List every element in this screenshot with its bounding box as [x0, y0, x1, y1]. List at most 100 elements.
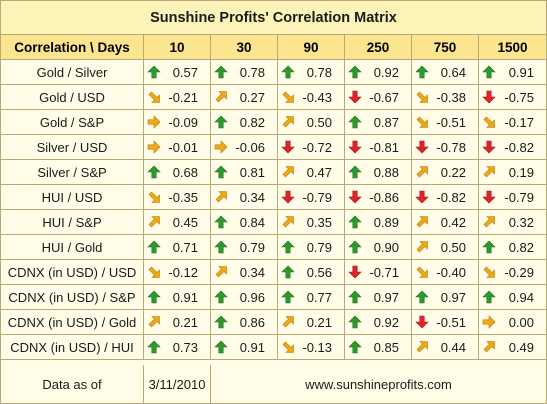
correlation-cell: 0.64: [412, 60, 479, 84]
correlation-value: -0.43: [302, 89, 332, 105]
correlation-cell: 0.94: [479, 285, 546, 309]
arrow-up-icon: [214, 165, 228, 179]
header-period-30: 30: [211, 35, 278, 59]
correlation-cell: 0.73: [144, 335, 211, 359]
arrow-down-icon: [281, 190, 295, 204]
arrow-up-right-icon: [482, 165, 496, 179]
footer-row: Data as of 3/11/2010 www.sunshineprofits…: [1, 365, 546, 403]
correlation-value: 0.34: [239, 189, 265, 205]
arrow-up-right-icon: [482, 215, 496, 229]
correlation-cell: 0.21: [144, 310, 211, 334]
correlation-value: -0.86: [369, 189, 399, 205]
arrow-down-right-icon: [415, 265, 429, 279]
header-label: Correlation \ Days: [1, 35, 144, 59]
correlation-value: 0.32: [508, 214, 534, 230]
correlation-value: 0.21: [172, 314, 198, 330]
correlation-cell: 0.21: [278, 310, 345, 334]
correlation-cell: 0.97: [345, 285, 412, 309]
arrow-down-right-icon: [147, 265, 161, 279]
header-row: Correlation \ Days 10 30 90 250 750 1500: [1, 35, 546, 60]
arrow-up-right-icon: [214, 90, 228, 104]
arrow-up-right-icon: [281, 215, 295, 229]
arrow-down-icon: [415, 140, 429, 154]
arrow-down-icon: [348, 90, 362, 104]
correlation-cell: 0.71: [144, 235, 211, 259]
correlation-value: -0.51: [436, 114, 466, 130]
arrow-right-icon: [147, 115, 161, 129]
correlation-value: -0.71: [369, 264, 399, 280]
header-period-750: 750: [412, 35, 479, 59]
correlation-value: 0.86: [239, 314, 265, 330]
correlation-cell: -0.29: [479, 260, 546, 284]
row-label: CDNX (in USD) / HUI: [1, 335, 144, 359]
matrix-row: HUI / S&P 0.45 0.84 0.35 0.89 0.42 0.32: [1, 210, 546, 235]
correlation-cell: -0.86: [345, 185, 412, 209]
row-label: HUI / Gold: [1, 235, 144, 259]
arrow-up-right-icon: [214, 190, 228, 204]
arrow-up-icon: [348, 165, 362, 179]
correlation-value: 0.85: [373, 339, 399, 355]
arrow-up-right-icon: [415, 240, 429, 254]
footer-label: Data as of: [1, 365, 144, 403]
arrow-up-right-icon: [281, 315, 295, 329]
arrow-up-icon: [348, 290, 362, 304]
correlation-value: 0.91: [172, 289, 198, 305]
correlation-cell: 0.35: [278, 210, 345, 234]
correlation-value: 0.82: [239, 114, 265, 130]
arrow-up-icon: [482, 240, 496, 254]
row-label: CDNX (in USD) / S&P: [1, 285, 144, 309]
arrow-up-icon: [214, 65, 228, 79]
header-period-250: 250: [345, 35, 412, 59]
correlation-value: 0.89: [373, 214, 399, 230]
correlation-value: 0.00: [508, 314, 534, 330]
arrow-down-right-icon: [147, 90, 161, 104]
correlation-cell: 0.34: [211, 185, 278, 209]
correlation-value: -0.82: [504, 139, 534, 155]
arrow-down-right-icon: [281, 90, 295, 104]
correlation-cell: 0.50: [278, 110, 345, 134]
correlation-cell: -0.81: [345, 135, 412, 159]
correlation-value: 0.35: [306, 214, 332, 230]
correlation-value: 0.27: [239, 89, 265, 105]
arrow-up-right-icon: [281, 115, 295, 129]
correlation-cell: -0.51: [412, 310, 479, 334]
correlation-value: 0.34: [239, 264, 265, 280]
matrix-row: HUI / Gold 0.71 0.79 0.79 0.90 0.50 0.82: [1, 235, 546, 260]
correlation-cell: 0.44: [412, 335, 479, 359]
matrix-row: Silver / S&P 0.68 0.81 0.47 0.88 0.22 0.19: [1, 160, 546, 185]
correlation-cell: -0.38: [412, 85, 479, 109]
matrix-title: Sunshine Profits' Correlation Matrix: [1, 1, 546, 35]
correlation-cell: 0.77: [278, 285, 345, 309]
arrow-right-icon: [147, 140, 161, 154]
header-period-90: 90: [278, 35, 345, 59]
row-label: HUI / USD: [1, 185, 144, 209]
matrix-row: CDNX (in USD) / HUI 0.73 0.91 -0.13 0.85 0.44…: [1, 335, 546, 360]
correlation-value: 0.78: [306, 64, 332, 80]
correlation-cell: 0.91: [211, 335, 278, 359]
correlation-value: -0.17: [504, 114, 534, 130]
correlation-cell: -0.82: [412, 185, 479, 209]
matrix-row: CDNX (in USD) / S&P 0.91 0.96 0.77 0.97 0.97 0…: [1, 285, 546, 310]
arrow-up-icon: [348, 240, 362, 254]
correlation-value: 0.68: [172, 164, 198, 180]
correlation-cell: -0.09: [144, 110, 211, 134]
arrow-up-icon: [147, 340, 161, 354]
matrix-row: CDNX (in USD) / USD -0.12 0.34 0.56 -0.71 -0.…: [1, 260, 546, 285]
correlation-value: -0.29: [504, 264, 534, 280]
arrow-up-right-icon: [415, 215, 429, 229]
correlation-value: 0.50: [306, 114, 332, 130]
arrow-up-icon: [348, 65, 362, 79]
footer-website-link[interactable]: www.sunshineprofits.com: [305, 376, 452, 392]
correlation-cell: -0.72: [278, 135, 345, 159]
correlation-cell: 0.89: [345, 210, 412, 234]
correlation-cell: 0.42: [412, 210, 479, 234]
arrow-up-right-icon: [415, 165, 429, 179]
correlation-value: 0.97: [440, 289, 466, 305]
correlation-value: 0.92: [373, 64, 399, 80]
correlation-cell: -0.06: [211, 135, 278, 159]
correlation-cell: -0.12: [144, 260, 211, 284]
correlation-cell: 0.87: [345, 110, 412, 134]
matrix-row: Gold / USD -0.21 0.27 -0.43 -0.67 -0.38 -0.75: [1, 85, 546, 110]
correlation-cell: 0.82: [211, 110, 278, 134]
arrow-up-right-icon: [214, 265, 228, 279]
